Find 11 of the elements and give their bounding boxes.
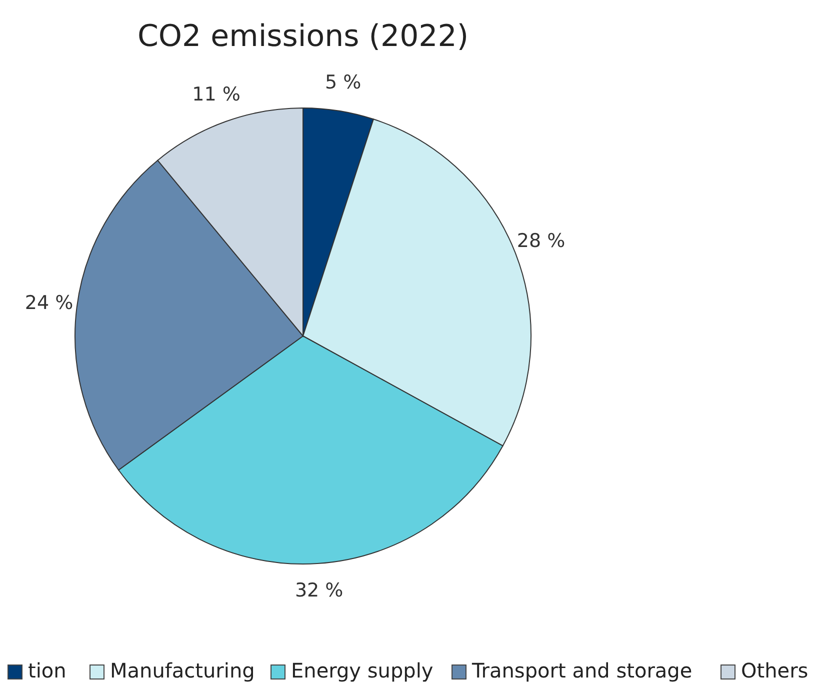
data-label: 11 %: [192, 83, 240, 106]
data-label: 5 %: [324, 71, 362, 94]
chart-title: CO2 emissions (2022): [137, 19, 469, 54]
legend-label: tion: [28, 658, 66, 682]
data-label: 28 %: [516, 230, 566, 252]
legend-label: Others: [741, 658, 808, 682]
data-label: 24 %: [24, 292, 74, 314]
data-label: 32 %: [294, 580, 344, 602]
legend-label: Energy supply: [291, 658, 434, 682]
legend-label: Transport and storage: [471, 658, 692, 682]
legend-label: Manufacturing: [110, 658, 255, 682]
